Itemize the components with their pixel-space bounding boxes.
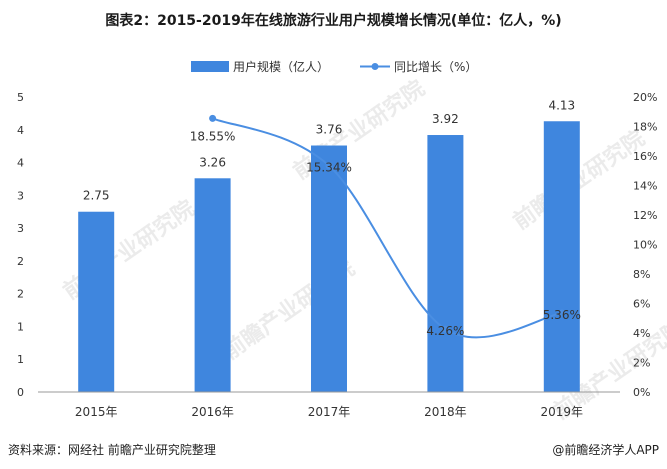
bar-value-label: 4.13 [548,98,575,112]
line-point [209,114,217,122]
bar-value-label: 2.75 [83,189,110,203]
line-value-label: 18.55% [190,129,236,143]
legend: 用户规模（亿人） 同比增长（%） [191,59,477,74]
line-point [441,325,449,333]
left-axis-tick: 3 [17,189,24,202]
right-axis-tick: 6% [633,298,650,311]
bar-value-label: 3.76 [316,123,343,137]
bar [311,145,347,392]
line-point [558,309,566,317]
x-axis-tick: 2015年 [75,405,118,419]
line-point [325,162,333,170]
right-axis-tick: 8% [633,268,650,281]
legend-bar-label: 用户规模（亿人） [233,59,329,74]
left-axis-tick: 2 [17,288,24,301]
bar [543,121,580,392]
right-axis-tick: 4% [633,327,650,340]
right-axis-tick: 14% [633,180,657,193]
right-axis-tick: 2% [633,357,650,370]
legend-bar-swatch [191,61,229,72]
growth-line [212,117,562,339]
left-axis: 0 1 1 2 2 3 3 4 4 5 [17,91,24,399]
legend-line-label: 同比增长（%） [394,60,477,74]
x-axis: 2015年 2016年 2017年 2018年 2019年 [38,391,620,419]
right-axis-tick: 20% [633,91,657,104]
line-value-label: 5.36% [543,308,581,322]
left-axis-tick: 3 [17,222,24,235]
left-axis-tick: 1 [17,353,24,366]
right-axis-tick: 18% [633,121,657,134]
left-axis-tick: 1 [17,320,24,333]
right-axis-tick: 10% [633,239,657,252]
line-series: 18.55% 15.34% 4.26% 5.36% [190,114,581,339]
left-axis-tick: 4 [17,157,24,170]
bar [78,211,115,392]
left-axis-tick: 5 [17,91,24,104]
bar-value-label: 3.92 [432,112,459,126]
line-value-label: 15.34% [306,161,352,175]
bar [427,135,464,392]
left-axis-tick: 0 [17,386,24,399]
x-axis-tick: 2017年 [308,405,351,419]
line-value-label: 4.26% [426,324,464,338]
bar-series: 2.75 3.26 3.76 3.92 4.13 [78,98,580,392]
source-note: 资料来源：网经社 前瞻产业研究院整理 [8,443,216,457]
legend-line-marker [371,63,379,70]
left-axis-tick: 4 [17,124,24,137]
right-axis-tick: 0% [633,386,650,399]
right-axis-tick: 12% [633,209,657,222]
bar [194,178,231,392]
right-axis-tick: 16% [633,150,657,163]
x-axis-tick: 2016年 [191,405,234,419]
right-axis: 0% 2% 4% 6% 8% 10% 12% 14% 16% 18% 20% [633,91,657,399]
x-axis-tick: 2019年 [541,405,584,419]
x-axis-tick: 2018年 [424,405,467,419]
bar-value-label: 3.26 [199,155,226,169]
brand-credit: @前瞻经济学人APP [552,443,659,457]
left-axis-tick: 2 [17,255,24,268]
chart-title: 图表2：2015-2019年在线旅游行业用户规模增长情况(单位：亿人，%) [105,13,562,29]
